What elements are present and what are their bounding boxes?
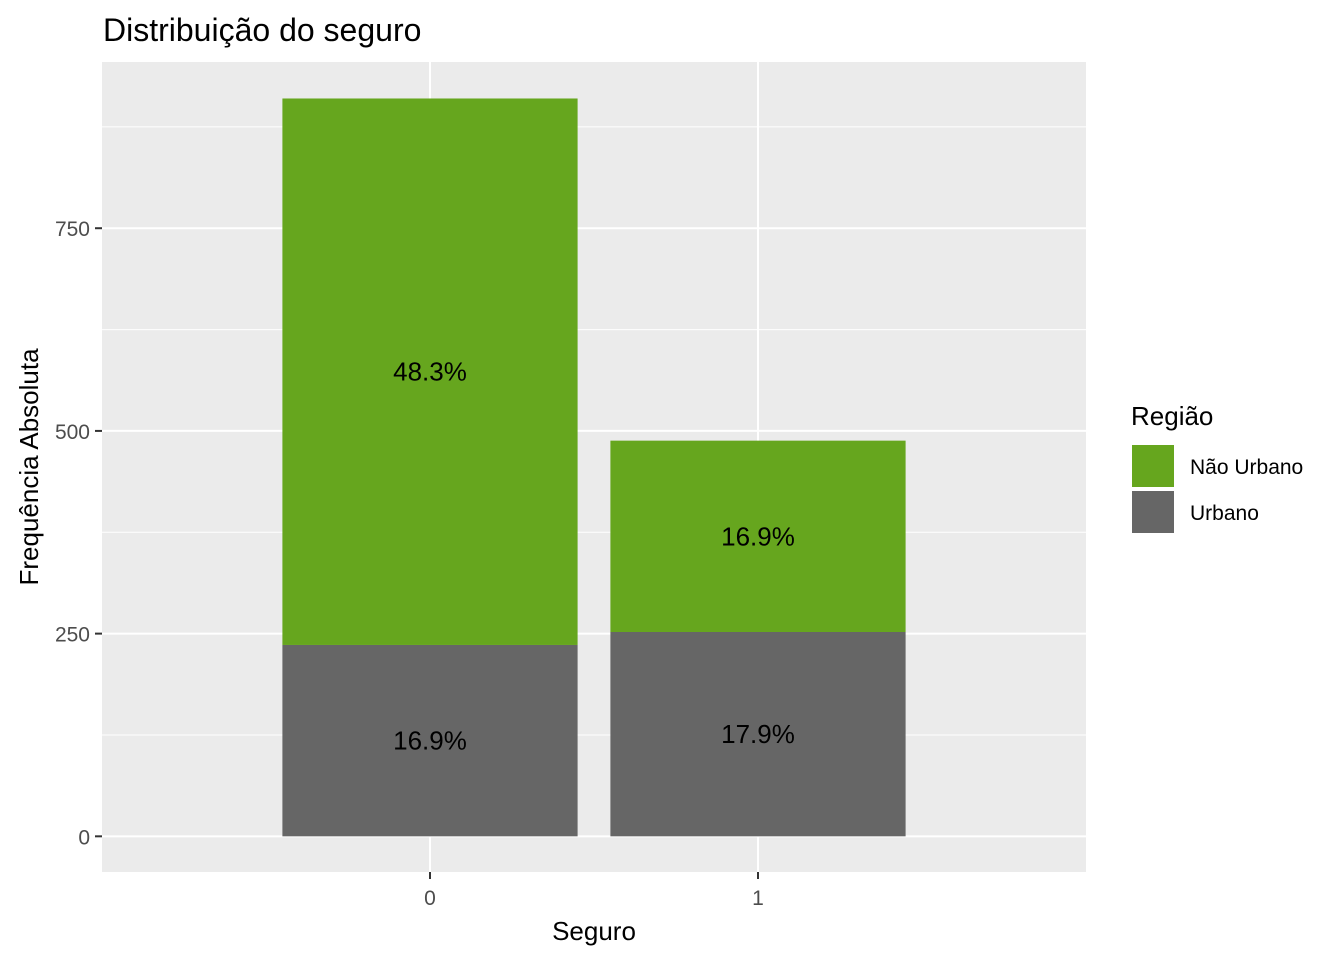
bar-data-label: 17.9% [721,719,795,749]
bar-n-o-urbano-1 [610,440,906,632]
bar-urbano-1 [610,632,906,837]
bar-n-o-urbano-0 [282,98,578,645]
bar-labels: 16.9% 48.3% 17.9% 16.9% [393,357,795,756]
legend-title: Região [1131,401,1213,431]
x-tick-label: 1 [752,887,764,910]
y-tick-label: 0 [78,826,90,849]
legend: Região Não Urbano Urbano [1130,401,1303,535]
bar-data-label: 16.9% [393,726,467,756]
y-axis: 0 250 500 750 [55,218,102,849]
bar-data-label: 16.9% [721,521,795,551]
chart-title: Distribuição do seguro [103,12,421,48]
y-tick-label: 500 [55,421,90,444]
y-tick-label: 250 [55,624,90,647]
minor-gridlines [102,126,1086,736]
x-tick-label: 0 [424,887,436,910]
x-axis-title: Seguro [552,916,636,946]
legend-label: Não Urbano [1190,456,1303,479]
y-tick-label: 750 [55,218,90,241]
legend-label: Urbano [1190,502,1259,525]
bars [282,98,906,837]
legend-swatch [1130,443,1176,489]
plot-panel [102,62,1086,872]
y-axis-title: Frequência Absoluta [14,348,44,586]
bar-urbano-0 [282,644,578,837]
legend-swatch [1130,489,1176,535]
bar-data-label: 48.3% [393,357,467,387]
